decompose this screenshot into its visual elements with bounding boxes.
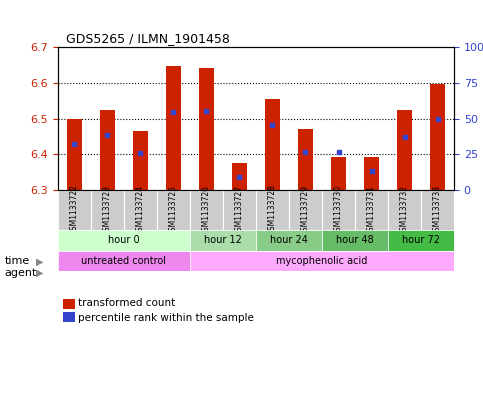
Bar bbox=[91, 190, 124, 230]
Text: GSM1133723: GSM1133723 bbox=[103, 184, 112, 235]
Bar bbox=[166, 66, 181, 190]
Bar bbox=[100, 110, 115, 190]
Bar bbox=[397, 110, 412, 190]
Text: GSM1133724: GSM1133724 bbox=[136, 184, 145, 235]
Text: mycophenolic acid: mycophenolic acid bbox=[276, 256, 368, 266]
Bar bbox=[58, 190, 91, 230]
Bar bbox=[322, 230, 388, 250]
Text: ▶: ▶ bbox=[36, 256, 44, 266]
Text: hour 48: hour 48 bbox=[336, 235, 374, 245]
Text: untreated control: untreated control bbox=[82, 256, 167, 266]
Bar bbox=[157, 190, 190, 230]
Bar bbox=[355, 190, 388, 230]
Bar bbox=[199, 68, 214, 190]
Text: hour 12: hour 12 bbox=[204, 235, 242, 245]
Text: GSM1133726: GSM1133726 bbox=[202, 184, 211, 235]
Bar bbox=[388, 230, 454, 250]
Bar bbox=[58, 230, 190, 250]
Text: GSM1133722: GSM1133722 bbox=[70, 185, 79, 235]
Bar bbox=[58, 250, 190, 271]
Text: GSM1133727: GSM1133727 bbox=[235, 184, 244, 235]
Bar bbox=[430, 84, 445, 190]
Bar bbox=[190, 250, 454, 271]
Bar bbox=[190, 190, 223, 230]
Text: GSM1133729: GSM1133729 bbox=[301, 184, 310, 235]
Bar bbox=[289, 190, 322, 230]
Text: GDS5265 / ILMN_1901458: GDS5265 / ILMN_1901458 bbox=[66, 31, 230, 44]
Text: GSM1133731: GSM1133731 bbox=[367, 184, 376, 235]
Bar bbox=[322, 190, 355, 230]
Bar bbox=[265, 99, 280, 190]
Text: agent: agent bbox=[5, 268, 37, 278]
Text: GSM1133732: GSM1133732 bbox=[400, 184, 409, 235]
Bar bbox=[124, 190, 157, 230]
Text: time: time bbox=[5, 256, 30, 266]
Bar bbox=[223, 190, 256, 230]
Text: ▶: ▶ bbox=[36, 268, 44, 278]
Bar bbox=[388, 190, 421, 230]
Bar bbox=[67, 119, 82, 190]
Bar bbox=[364, 157, 379, 190]
Text: GSM1133728: GSM1133728 bbox=[268, 185, 277, 235]
Bar bbox=[232, 163, 247, 190]
Bar bbox=[331, 157, 346, 190]
Text: percentile rank within the sample: percentile rank within the sample bbox=[78, 312, 254, 323]
Bar bbox=[256, 190, 289, 230]
Text: GSM1133725: GSM1133725 bbox=[169, 184, 178, 235]
Bar bbox=[190, 230, 256, 250]
Bar bbox=[256, 230, 322, 250]
Text: hour 0: hour 0 bbox=[108, 235, 140, 245]
Bar bbox=[421, 190, 454, 230]
Bar bbox=[133, 131, 148, 190]
Text: GSM1133733: GSM1133733 bbox=[433, 184, 442, 235]
Text: GSM1133730: GSM1133730 bbox=[334, 184, 343, 235]
Text: hour 24: hour 24 bbox=[270, 235, 308, 245]
Text: hour 72: hour 72 bbox=[402, 235, 440, 245]
Text: transformed count: transformed count bbox=[78, 298, 175, 309]
Bar bbox=[298, 129, 313, 190]
